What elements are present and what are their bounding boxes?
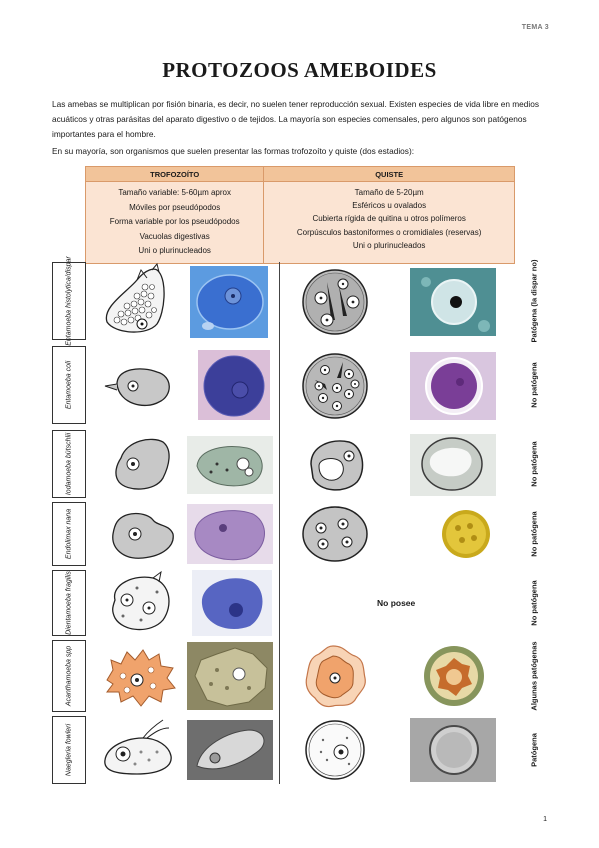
quiste-feature: Tamaño de 5-20µm (354, 188, 424, 197)
trofozoito-feature: Tamaño variable: 5-60µm aprox (118, 188, 231, 197)
species-row-dientamoeba: Dientamoeba fragilis No posee No patógen… (52, 570, 552, 636)
cyst-micrograph (410, 716, 496, 784)
status-text: No patógena (529, 441, 539, 487)
cyst-micrograph (410, 502, 496, 566)
trophozoite-micrograph (187, 502, 273, 566)
trophozoite-micrograph (192, 570, 272, 636)
cyst-drawing (297, 640, 372, 712)
intro-paragraph-1: Las amebas se multiplican por fisión bin… (52, 99, 540, 139)
status-text: Patógena (la dispar no) (529, 259, 539, 343)
species-row-acanthamoeba: Acanthamoeba spp Algunas pató (52, 640, 552, 712)
species-name-cell: Naegleria fowleri (52, 716, 86, 784)
species-name-cell: Iodamoeba bütschlii (52, 430, 86, 498)
cyst-drawing (297, 502, 372, 566)
pathogenicity-label: No patógena (514, 346, 554, 424)
status-text: No patógena (529, 580, 539, 626)
trophozoite-drawing (97, 430, 182, 498)
species-row-coli: Entamoeba coli (52, 346, 552, 424)
species-row-endolimax: Endolimax nana No patógena (52, 502, 552, 566)
species-row-histolytica: Entamoeba histolytica/dispar (52, 256, 554, 346)
status-text: Algunas patógenas (529, 641, 539, 711)
pathogenicity-label: No patógena (514, 430, 554, 498)
trofozoito-feature: Móviles por pseudópodos (129, 202, 221, 212)
cyst-micrograph (410, 430, 496, 498)
trofozoito-feature: Vacuolas digestivas (139, 231, 210, 241)
species-name: Endolimax nana (65, 508, 73, 560)
cyst-micrograph (410, 640, 496, 712)
status-text: No patógena (529, 511, 539, 557)
species-name: Entamoeba coli (65, 360, 73, 410)
species-name-cell: Acanthamoeba spp (52, 640, 86, 712)
cyst-drawing (297, 716, 372, 784)
trophozoite-drawing (97, 502, 182, 566)
page-number: 1 (543, 816, 547, 823)
intro-paragraph-2: En su mayoría, son organismos que suelen… (52, 146, 415, 156)
trofozoito-features: Tamaño variable: 5-60µm aprox Móviles po… (84, 181, 265, 264)
quiste-feature: Uni o plurinucleados (352, 240, 426, 250)
trophozoite-micrograph (187, 640, 273, 712)
species-row-naegleria: Naegleria fowleri Patógena (52, 716, 552, 784)
pathogenicity-label: Patógena (514, 716, 554, 784)
trophozoite-micrograph (187, 430, 273, 498)
trophozoite-drawing (97, 716, 182, 784)
trophozoite-drawing (97, 346, 182, 424)
comparison-table: TROFOZOÍTO QUISTE Tamaño variable: 5-60µ… (84, 166, 515, 264)
species-row-iodamoeba: Iodamoeba bütschlii No patógena (52, 430, 552, 498)
pathogenicity-label: Patógena (la dispar no) (514, 259, 554, 343)
trofozoito-feature: Uni o plurinucleados (138, 246, 211, 255)
quiste-feature: Esféricos u ovalados (352, 201, 427, 211)
quiste-feature: Corpúsculos bastoniformes o cromidiales … (296, 227, 482, 237)
cyst-micrograph (410, 262, 496, 340)
pathogenicity-label: Algunas patógenas (514, 640, 554, 712)
pathogenicity-label: No patógena (514, 570, 554, 636)
quiste-feature: Cubierta rígida de quitina u otros polím… (312, 214, 466, 224)
species-name: Iodamoeba bütschlii (65, 432, 73, 496)
quiste-header: QUISTE (263, 166, 515, 182)
species-name: Acanthamoeba spp (65, 645, 73, 707)
cyst-drawing (297, 430, 372, 498)
cyst-micrograph (410, 346, 496, 424)
trofozoito-feature: Forma variable por los pseudópodos (109, 217, 240, 226)
pathogenicity-label: No patógena (514, 502, 554, 566)
page-title: PROTOZOOS AMEBOIDES (162, 58, 437, 82)
no-cyst-note: No posee (377, 598, 416, 608)
cyst-drawing (297, 346, 372, 424)
quiste-features: Tamaño de 5-20µm Esféricos u ovalados Cu… (263, 181, 515, 264)
trofozoito-header: TROFOZOÍTO (84, 166, 265, 182)
species-name: Entamoeba histolytica/dispar (65, 256, 73, 346)
trophozoite-micrograph (190, 262, 268, 340)
species-name-cell: Entamoeba histolytica/dispar (52, 256, 86, 346)
trophozoite-drawing (97, 570, 182, 636)
trophozoite-drawing (97, 262, 182, 340)
intro-text: Las amebas se multiplican por fisión bin… (52, 97, 552, 159)
species-name: Dientamoeba fragilis (65, 571, 73, 635)
chapter-label: TEMA 3 (521, 24, 549, 31)
column-divider (279, 262, 280, 784)
trophozoite-micrograph (187, 716, 273, 784)
cyst-drawing (297, 262, 372, 340)
species-name-cell: Entamoeba coli (52, 346, 86, 424)
status-text: Patógena (529, 733, 539, 767)
species-name-cell: Endolimax nana (52, 502, 86, 566)
species-name-cell: Dientamoeba fragilis (52, 570, 86, 636)
species-name: Naegleria fowleri (65, 723, 73, 777)
status-text: No patógena (529, 362, 539, 408)
trophozoite-drawing (97, 640, 182, 712)
trophozoite-micrograph (198, 346, 270, 424)
